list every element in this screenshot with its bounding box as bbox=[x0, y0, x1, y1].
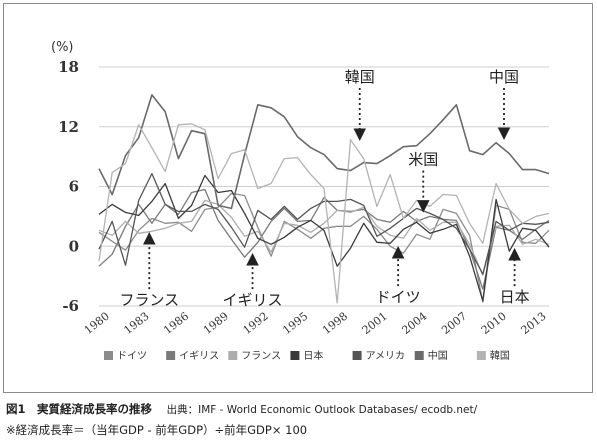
x-tick-label: 1992 bbox=[241, 310, 271, 337]
annotation-label: 中国 bbox=[489, 68, 519, 86]
x-tick-label: 1983 bbox=[122, 310, 152, 337]
series-lines bbox=[98, 94, 550, 304]
gridlines bbox=[99, 66, 549, 307]
annotation-label: 韓国 bbox=[345, 68, 375, 86]
figure-title: 図1 実質経済成長率の推移 bbox=[6, 402, 153, 416]
series-line bbox=[98, 123, 550, 304]
chart-frame: -6 0 6 12 18 1980 1983 1986 1989 1992 1995 1998 200… bbox=[3, 3, 593, 393]
x-tick-label: 2001 bbox=[360, 310, 390, 337]
legend-swatch bbox=[290, 351, 300, 360]
x-tick-label: 2007 bbox=[439, 310, 469, 337]
figure-formula: ※経済成長率＝（当年GDP - 前年GDP）÷前年GDP× 100 bbox=[6, 423, 308, 437]
legend-label: アメリカ bbox=[366, 350, 406, 362]
annotation-label: イギリス bbox=[223, 291, 283, 309]
x-tick-label: 1989 bbox=[201, 310, 231, 337]
legend-swatch bbox=[414, 351, 424, 360]
legend-swatch bbox=[476, 351, 486, 360]
y-tick-label: 6 bbox=[69, 178, 79, 196]
x-tick-label: 1980 bbox=[82, 310, 112, 337]
legend-label: イギリス bbox=[179, 350, 219, 362]
legend-swatch bbox=[228, 351, 238, 360]
annotation-label: 米国 bbox=[408, 151, 438, 169]
series-line bbox=[98, 174, 550, 302]
legend-label: 中国 bbox=[428, 349, 448, 362]
legend: ドイツ イギリス フランス 日本 アメリカ 中国 韓国 bbox=[104, 349, 510, 362]
series-line bbox=[98, 94, 550, 210]
legend-swatch bbox=[104, 351, 113, 360]
legend-label: 日本 bbox=[303, 349, 323, 362]
x-axis: 1980 1983 1986 1989 1992 1995 1998 2001 2004 2007… bbox=[82, 310, 549, 337]
x-tick-label: 2004 bbox=[399, 310, 429, 337]
annotation-label: 日本 bbox=[500, 288, 530, 306]
series-line bbox=[98, 199, 550, 276]
legend-label: フランス bbox=[241, 350, 281, 362]
legend-swatch bbox=[166, 351, 176, 360]
figure-source: 出典：IMF - World Economic Outlook Database… bbox=[166, 404, 478, 416]
x-tick-label: 1995 bbox=[280, 310, 310, 337]
y-tick-label: 0 bbox=[69, 237, 79, 255]
y-tick-label: -6 bbox=[62, 297, 79, 315]
x-tick-label: 2010 bbox=[479, 310, 509, 337]
x-tick-label: 1998 bbox=[320, 310, 350, 337]
y-unit-label: (%) bbox=[51, 40, 74, 55]
annotation-label: ドイツ bbox=[376, 288, 421, 306]
y-tick-label: 12 bbox=[58, 118, 79, 136]
y-axis: -6 0 6 12 18 bbox=[58, 58, 79, 315]
legend-swatch bbox=[352, 351, 362, 360]
annotation-label: フランス bbox=[119, 291, 179, 309]
y-tick-label: 18 bbox=[58, 58, 79, 76]
figure-caption: 図1 実質経済成長率の推移 出典：IMF - World Economic Ou… bbox=[6, 399, 592, 440]
legend-label: 韓国 bbox=[490, 350, 510, 362]
x-tick-label: 2013 bbox=[519, 310, 549, 337]
legend-label: ドイツ bbox=[117, 351, 147, 362]
x-tick-label: 1986 bbox=[161, 310, 191, 337]
series-line bbox=[98, 172, 550, 275]
series-line bbox=[98, 188, 550, 290]
line-chart: -6 0 6 12 18 1980 1983 1986 1989 1992 1995 1998 200… bbox=[51, 40, 550, 362]
